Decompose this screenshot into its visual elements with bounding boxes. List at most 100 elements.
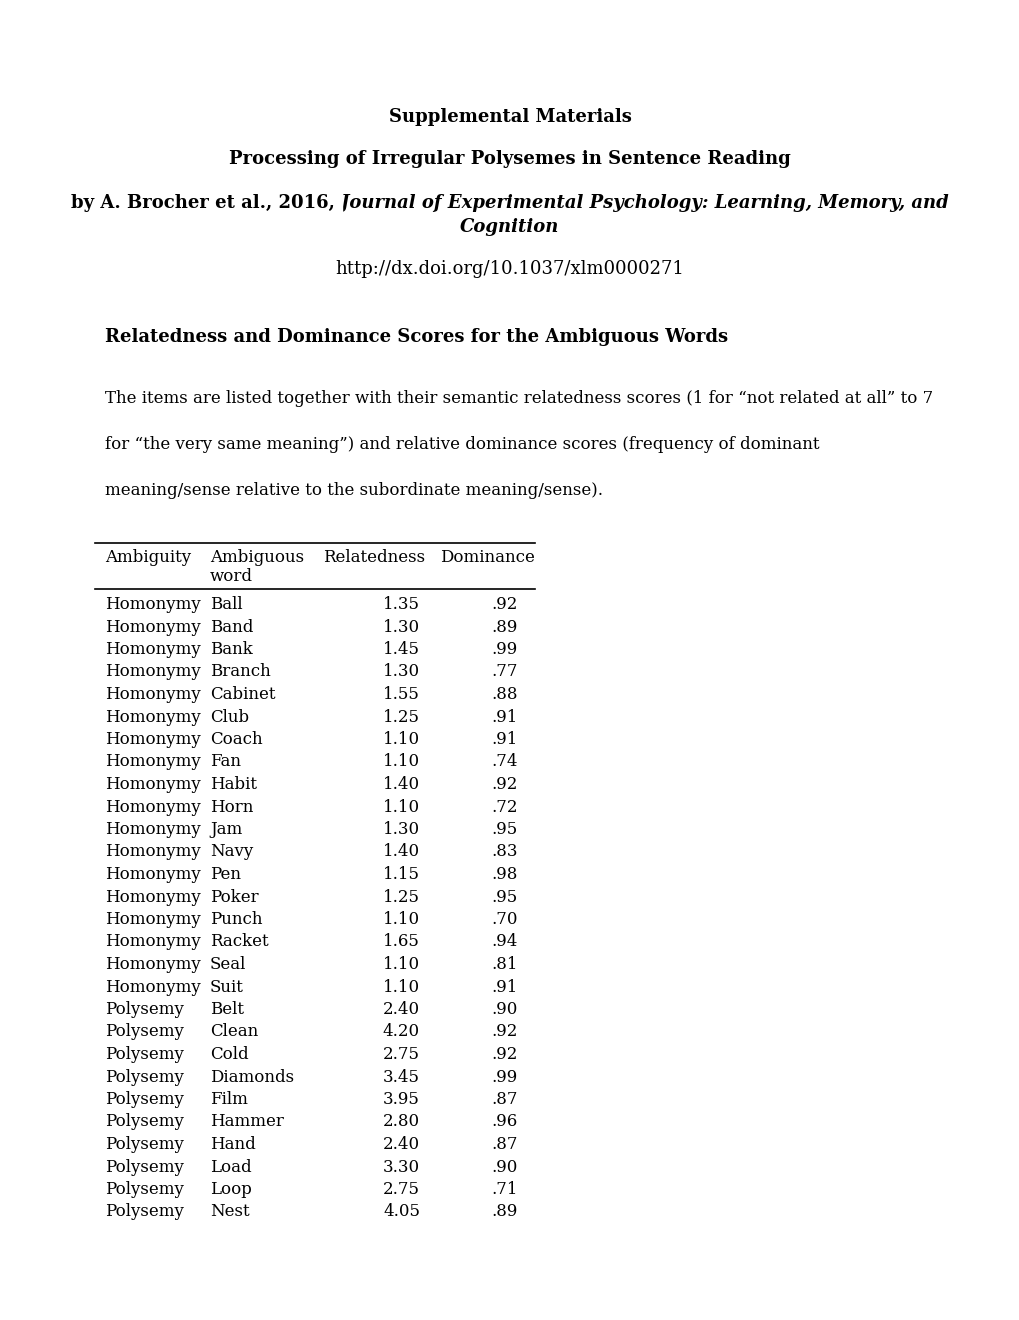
Text: Loop: Loop: [210, 1181, 252, 1199]
Text: 1.10: 1.10: [382, 978, 420, 995]
Text: Habit: Habit: [210, 776, 257, 793]
Text: 1.65: 1.65: [383, 933, 420, 950]
Text: Bank: Bank: [210, 642, 253, 657]
Text: Seal: Seal: [210, 956, 247, 973]
Text: Polysemy: Polysemy: [105, 1092, 183, 1107]
Text: 3.30: 3.30: [382, 1159, 420, 1176]
Text: Dominance: Dominance: [439, 549, 534, 566]
Text: Cold: Cold: [210, 1045, 249, 1063]
Text: Homonymy: Homonymy: [105, 731, 201, 748]
Text: 1.10: 1.10: [382, 731, 420, 748]
Text: Fan: Fan: [210, 754, 240, 771]
Text: Ambiguous: Ambiguous: [210, 549, 304, 566]
Text: Ball: Ball: [210, 597, 243, 612]
Text: .88: .88: [491, 686, 518, 704]
Text: .89: .89: [491, 1204, 518, 1221]
Text: Polysemy: Polysemy: [105, 1068, 183, 1085]
Text: Homonymy: Homonymy: [105, 664, 201, 681]
Text: Polysemy: Polysemy: [105, 1137, 183, 1152]
Text: .92: .92: [491, 1045, 518, 1063]
Text: Club: Club: [210, 709, 249, 726]
Text: Band: Band: [210, 619, 253, 635]
Text: Suit: Suit: [210, 978, 244, 995]
Text: Horn: Horn: [210, 799, 253, 816]
Text: Homonymy: Homonymy: [105, 911, 201, 928]
Text: 2.75: 2.75: [382, 1181, 420, 1199]
Text: .70: .70: [491, 911, 518, 928]
Text: Homonymy: Homonymy: [105, 776, 201, 793]
Text: .92: .92: [491, 1023, 518, 1040]
Text: .77: .77: [491, 664, 518, 681]
Text: .94: .94: [491, 933, 518, 950]
Text: meaning/sense relative to the subordinate meaning/sense).: meaning/sense relative to the subordinat…: [105, 482, 602, 499]
Text: Homonymy: Homonymy: [105, 933, 201, 950]
Text: .81: .81: [491, 956, 518, 973]
Text: Jam: Jam: [210, 821, 243, 838]
Text: Coach: Coach: [210, 731, 262, 748]
Text: Poker: Poker: [210, 888, 259, 906]
Text: Homonymy: Homonymy: [105, 888, 201, 906]
Text: 1.10: 1.10: [382, 911, 420, 928]
Text: Diamonds: Diamonds: [210, 1068, 293, 1085]
Text: 1.40: 1.40: [382, 776, 420, 793]
Text: .71: .71: [491, 1181, 518, 1199]
Text: Belt: Belt: [210, 1001, 244, 1018]
Text: for “the very same meaning”) and relative dominance scores (frequency of dominan: for “the very same meaning”) and relativ…: [105, 436, 818, 453]
Text: http://dx.doi.org/10.1037/xlm0000271: http://dx.doi.org/10.1037/xlm0000271: [335, 260, 684, 279]
Text: Branch: Branch: [210, 664, 270, 681]
Text: Polysemy: Polysemy: [105, 1114, 183, 1130]
Text: 1.25: 1.25: [382, 709, 420, 726]
Text: Pen: Pen: [210, 866, 240, 883]
Text: Navy: Navy: [210, 843, 253, 861]
Text: Homonymy: Homonymy: [105, 821, 201, 838]
Text: Cognition: Cognition: [460, 218, 559, 236]
Text: The items are listed together with their semantic relatedness scores (1 for “not: The items are listed together with their…: [105, 389, 932, 407]
Text: 1.30: 1.30: [382, 619, 420, 635]
Text: Homonymy: Homonymy: [105, 642, 201, 657]
Text: .91: .91: [491, 731, 518, 748]
Text: Cabinet: Cabinet: [210, 686, 275, 704]
Text: .83: .83: [491, 843, 518, 861]
Text: Punch: Punch: [210, 911, 262, 928]
Text: 1.35: 1.35: [382, 597, 420, 612]
Text: 1.30: 1.30: [382, 821, 420, 838]
Text: Nest: Nest: [210, 1204, 250, 1221]
Text: 1.30: 1.30: [382, 664, 420, 681]
Text: .72: .72: [491, 799, 518, 816]
Text: 2.40: 2.40: [382, 1001, 420, 1018]
Text: 3.45: 3.45: [382, 1068, 420, 1085]
Text: Clean: Clean: [210, 1023, 258, 1040]
Text: 1.25: 1.25: [382, 888, 420, 906]
Text: by A. Brocher et al., 2016,: by A. Brocher et al., 2016,: [71, 194, 341, 213]
Text: Homonymy: Homonymy: [105, 619, 201, 635]
Text: .92: .92: [491, 597, 518, 612]
Text: Hammer: Hammer: [210, 1114, 283, 1130]
Text: Load: Load: [210, 1159, 252, 1176]
Text: 4.20: 4.20: [382, 1023, 420, 1040]
Text: 1.45: 1.45: [382, 642, 420, 657]
Text: .91: .91: [491, 709, 518, 726]
Text: .74: .74: [491, 754, 518, 771]
Text: Polysemy: Polysemy: [105, 1159, 183, 1176]
Text: Processing of Irregular Polysemes in Sentence Reading: Processing of Irregular Polysemes in Sen…: [229, 150, 790, 168]
Text: Supplemental Materials: Supplemental Materials: [388, 108, 631, 125]
Text: Homonymy: Homonymy: [105, 686, 201, 704]
Text: Polysemy: Polysemy: [105, 1204, 183, 1221]
Text: Polysemy: Polysemy: [105, 1045, 183, 1063]
Text: Racket: Racket: [210, 933, 268, 950]
Text: Homonymy: Homonymy: [105, 978, 201, 995]
Text: Homonymy: Homonymy: [105, 754, 201, 771]
Text: 1.15: 1.15: [382, 866, 420, 883]
Text: 2.40: 2.40: [382, 1137, 420, 1152]
Text: Relatedness and Dominance Scores for the Ambiguous Words: Relatedness and Dominance Scores for the…: [105, 327, 728, 346]
Text: 1.55: 1.55: [383, 686, 420, 704]
Text: Homonymy: Homonymy: [105, 597, 201, 612]
Text: Ambiguity: Ambiguity: [105, 549, 191, 566]
Text: Polysemy: Polysemy: [105, 1023, 183, 1040]
Text: 2.75: 2.75: [382, 1045, 420, 1063]
Text: .96: .96: [491, 1114, 518, 1130]
Text: 1.10: 1.10: [382, 956, 420, 973]
Text: 4.05: 4.05: [382, 1204, 420, 1221]
Text: .91: .91: [491, 978, 518, 995]
Text: Homonymy: Homonymy: [105, 709, 201, 726]
